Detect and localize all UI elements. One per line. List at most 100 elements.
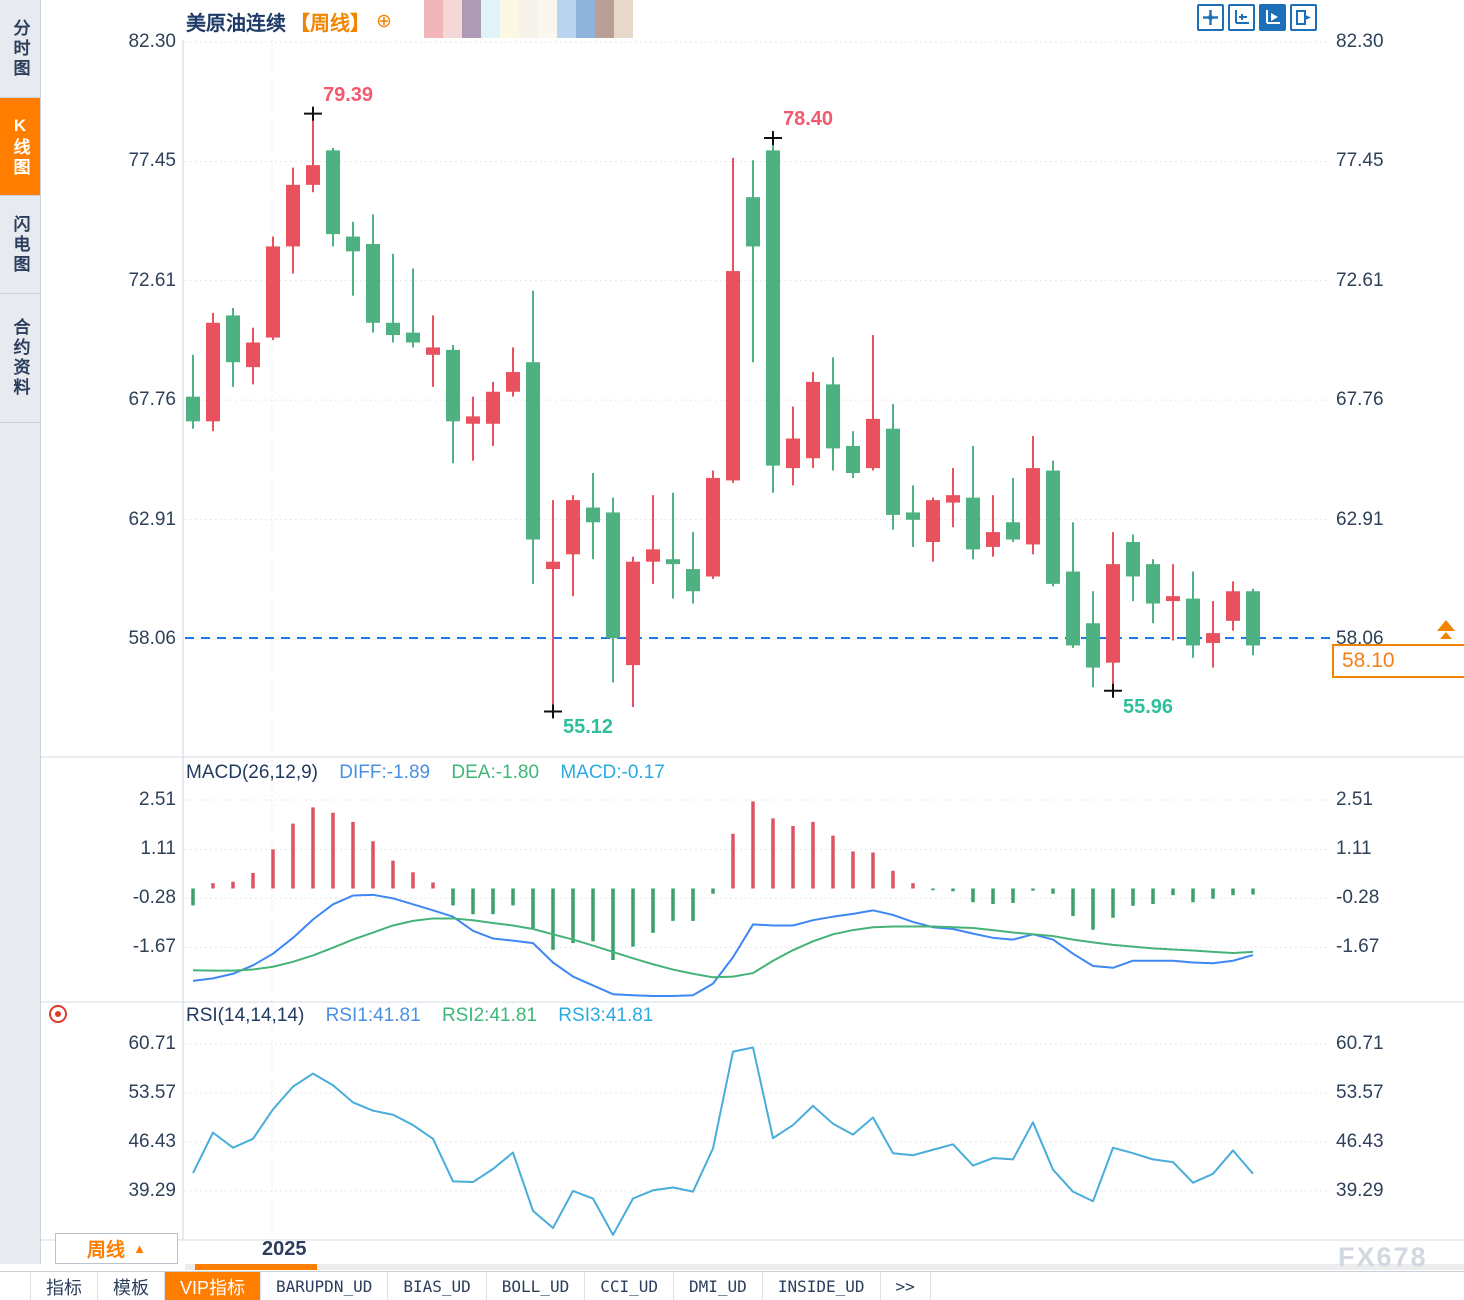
rsi-name: RSI(14,14,14)	[186, 1005, 305, 1026]
axis-label: -0.28	[132, 887, 176, 909]
candle-body[interactable]	[806, 381, 820, 459]
candle-body[interactable]	[926, 500, 940, 542]
toolbar-tab-9[interactable]: INSIDE_UD	[763, 1272, 881, 1300]
candle-body[interactable]	[986, 532, 1000, 547]
toolbar-tab-2[interactable]: 模板	[98, 1272, 165, 1300]
sidebar-tab-3[interactable]: 闪电图	[0, 196, 40, 294]
period-selector[interactable]: 周线 ▲	[55, 1233, 178, 1264]
candle-body[interactable]	[906, 512, 920, 520]
shift-right-icon[interactable]	[1290, 4, 1317, 31]
sidebar-tab-4[interactable]: 合约资料	[0, 294, 40, 423]
scale-axis-icon[interactable]	[1228, 4, 1255, 31]
candle-body[interactable]	[306, 165, 320, 185]
candle-body[interactable]	[1166, 596, 1180, 602]
candle-body[interactable]	[1046, 470, 1060, 584]
candle-body[interactable]	[246, 342, 260, 368]
candle-body[interactable]	[1246, 591, 1260, 646]
axis-label: 1.11	[1336, 838, 1372, 860]
sidebar-tab-1[interactable]: 分时图	[0, 0, 40, 98]
toolbar-tab-7[interactable]: CCI_UD	[585, 1272, 675, 1300]
candle-body[interactable]	[1186, 598, 1200, 646]
mosaic-block	[443, 0, 462, 38]
candle-body[interactable]	[706, 477, 720, 577]
candle-body[interactable]	[606, 512, 620, 639]
candle-body[interactable]	[866, 418, 880, 469]
candle-body[interactable]	[746, 197, 760, 247]
candle-body[interactable]	[1226, 591, 1240, 621]
candle-body[interactable]	[1066, 571, 1080, 646]
candle-body[interactable]	[286, 184, 300, 247]
current-price-value: 58.10	[1342, 649, 1395, 672]
watermark: FX678	[1338, 1242, 1428, 1272]
candle-body[interactable]	[1126, 541, 1140, 577]
chart-scrollbar-thumb[interactable]	[195, 1264, 317, 1270]
rsi1-value: RSI1:41.81	[325, 1005, 421, 1026]
toolbar-tab-4[interactable]: BARUPDN_UD	[261, 1272, 389, 1300]
toolbar-spacer	[0, 1272, 31, 1300]
candle-body[interactable]	[466, 416, 480, 424]
candle-body[interactable]	[666, 559, 680, 565]
sidebar-tab-2[interactable]: K线图	[0, 98, 40, 196]
candle-body[interactable]	[726, 271, 740, 481]
candle-body[interactable]	[486, 391, 500, 424]
candle-body[interactable]	[886, 428, 900, 515]
sidebar-tab-label: 闪电图	[10, 214, 30, 275]
pan-crosshair-icon[interactable]	[1197, 4, 1224, 31]
candle-body[interactable]	[526, 362, 540, 540]
candle-body[interactable]	[266, 246, 280, 338]
toolbar-tab-3[interactable]: VIP指标	[165, 1272, 262, 1300]
axis-label: 77.45	[1336, 150, 1384, 172]
macd-macd-value: MACD:-0.17	[560, 762, 665, 783]
candle-body[interactable]	[1206, 633, 1220, 643]
candle-body[interactable]	[546, 561, 560, 570]
candle-body[interactable]	[386, 322, 400, 336]
candle-body[interactable]	[686, 569, 700, 592]
candle-body[interactable]	[226, 315, 240, 363]
axis-label: 58.06	[1336, 628, 1384, 650]
macd-name: MACD(26,12,9)	[186, 762, 318, 783]
toolbar-tab-8[interactable]: DMI_UD	[674, 1272, 763, 1300]
candle-body[interactable]	[206, 322, 220, 422]
axis-label: 2.51	[1336, 789, 1373, 810]
candle-body[interactable]	[1146, 564, 1160, 604]
candle-body[interactable]	[1026, 468, 1040, 545]
axis-label: 82.30	[128, 31, 176, 52]
sidebar: 分时图 K线图闪电图合约资料	[0, 0, 41, 1264]
mosaic-block	[481, 0, 500, 38]
axis-label: 53.57	[128, 1082, 176, 1103]
candle-body[interactable]	[1106, 564, 1120, 663]
mosaic-block	[576, 0, 595, 38]
candle-body[interactable]	[326, 150, 340, 235]
toolbar-tab-6[interactable]: BOLL_UD	[487, 1272, 586, 1300]
indicator-settings-icon[interactable]	[49, 1005, 67, 1023]
toolbar-tab-5[interactable]: BIAS_UD	[388, 1272, 487, 1300]
candle-body[interactable]	[766, 150, 780, 466]
candle-body[interactable]	[966, 497, 980, 550]
candle-body[interactable]	[426, 347, 440, 355]
candle-body[interactable]	[786, 438, 800, 469]
candle-body[interactable]	[846, 445, 860, 474]
candle-body[interactable]	[566, 500, 580, 555]
candle-body[interactable]	[446, 349, 460, 422]
chart-title: 美原油连续 【周线】 ⊕	[186, 7, 392, 36]
candle-body[interactable]	[1006, 522, 1020, 540]
toolbar-tab-10[interactable]: >>	[881, 1272, 931, 1300]
toolbar-tab-1[interactable]: 指标	[31, 1272, 98, 1300]
candle-body[interactable]	[946, 495, 960, 503]
chart-scrollbar[interactable]	[185, 1264, 1464, 1270]
candle-body[interactable]	[406, 332, 420, 343]
candle-body[interactable]	[1086, 623, 1100, 668]
candle-body[interactable]	[646, 549, 660, 562]
add-indicator-icon[interactable]: ⊕	[376, 11, 392, 32]
auto-scale-icon[interactable]	[1259, 4, 1286, 31]
candle-body[interactable]	[366, 243, 380, 323]
axis-label: 1.11	[140, 838, 176, 860]
candle-body[interactable]	[586, 507, 600, 523]
candle-body[interactable]	[626, 561, 640, 666]
candle-body[interactable]	[346, 236, 360, 252]
axis-label: 62.91	[1336, 508, 1384, 530]
candle-body[interactable]	[826, 384, 840, 449]
candle-body[interactable]	[186, 396, 200, 422]
candle-body[interactable]	[506, 372, 520, 392]
